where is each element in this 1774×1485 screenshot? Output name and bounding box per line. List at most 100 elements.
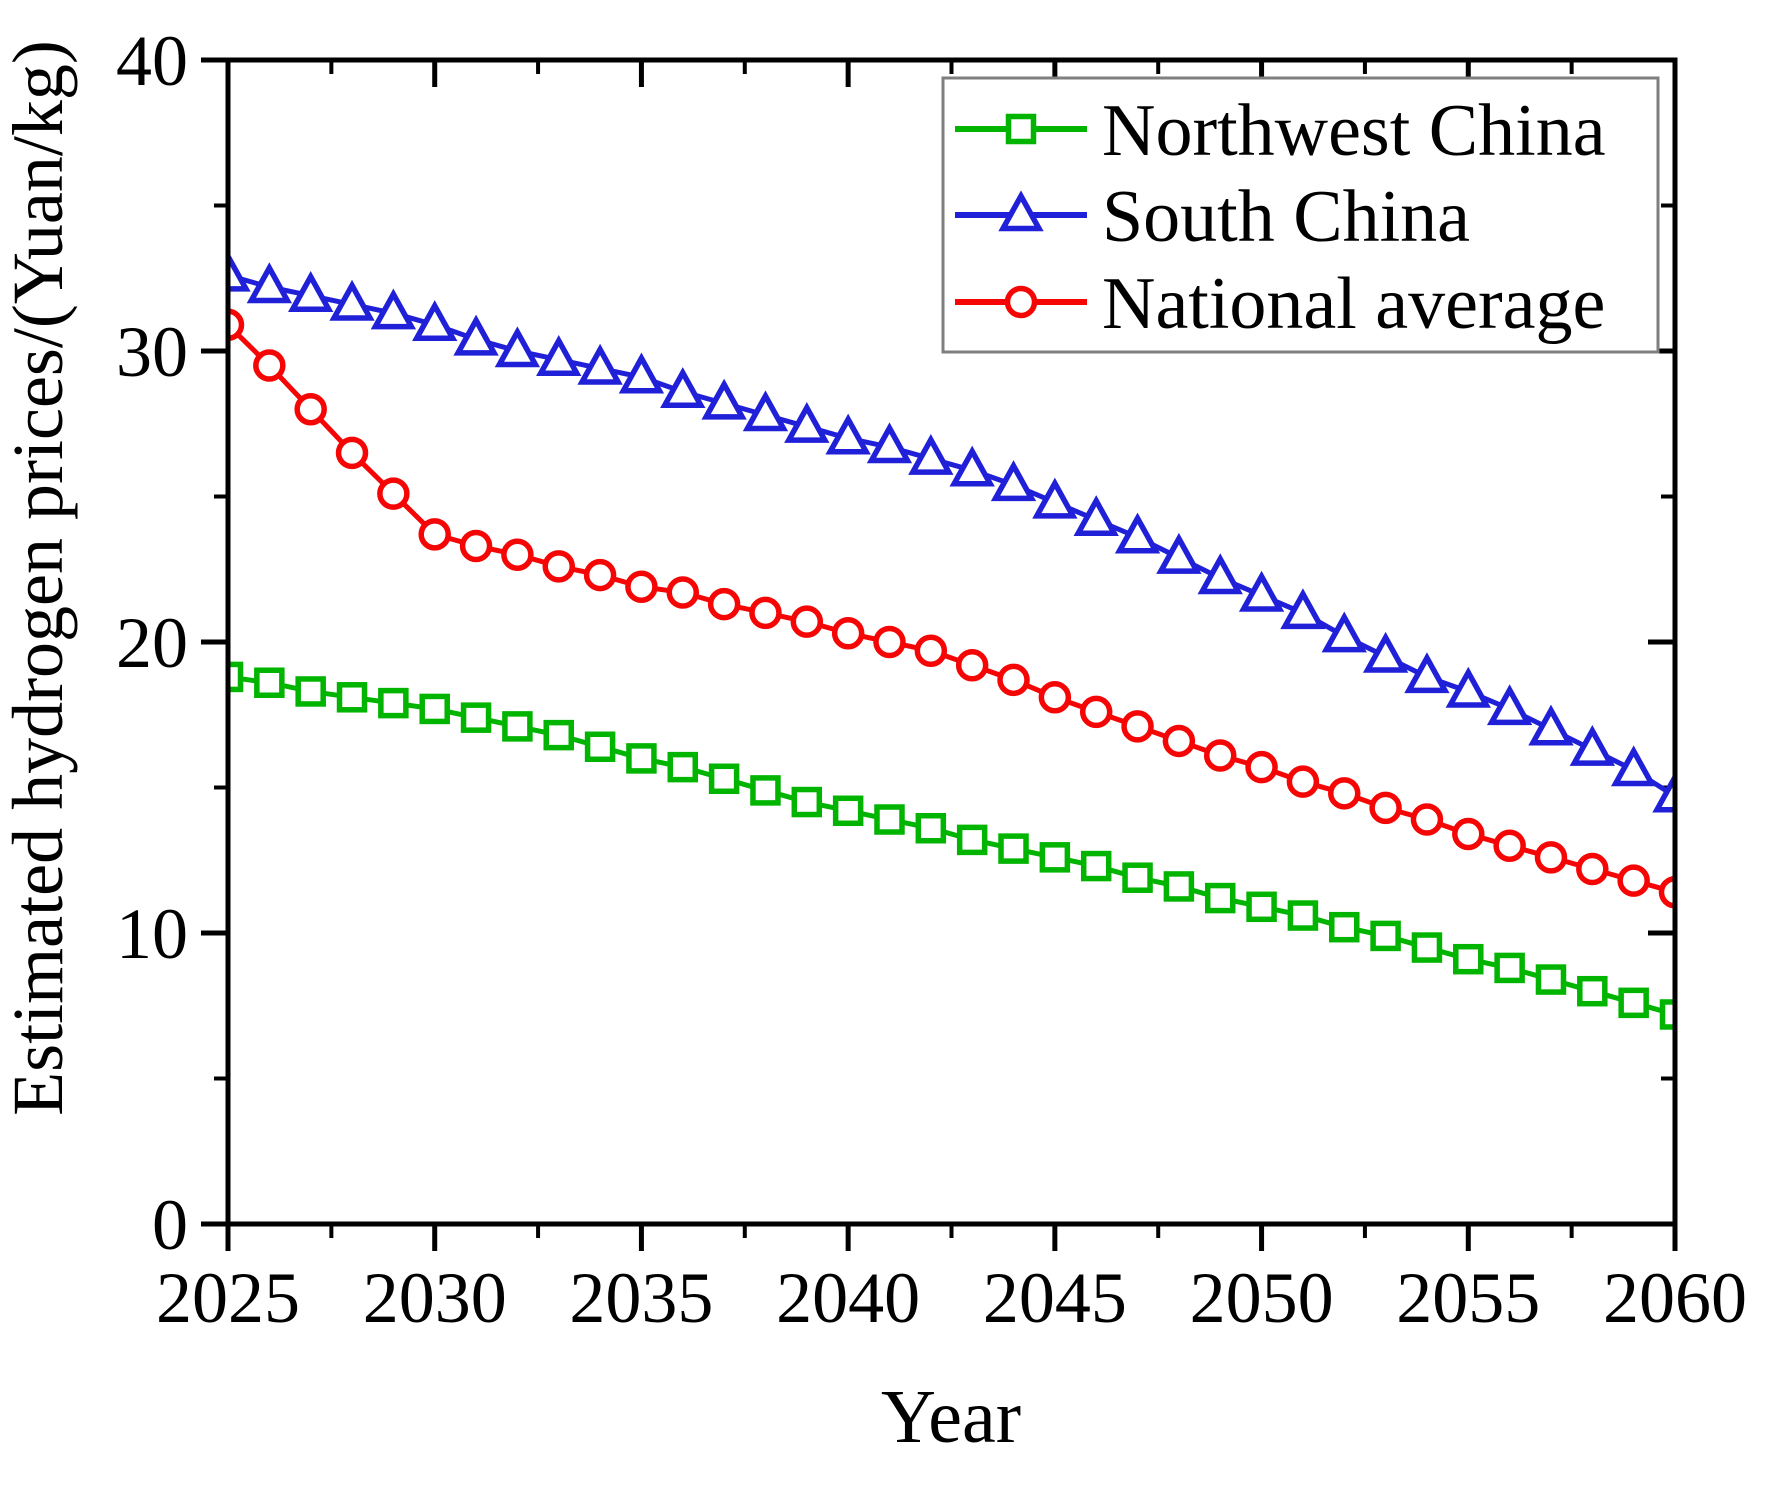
triangle-up-marker xyxy=(577,343,623,385)
circle-marker xyxy=(1162,724,1196,758)
plot-area: 2025 2030 2035 2040 2045 2050 2055 206001020304… xyxy=(116,21,1747,1338)
x-tick-label: 2060 xyxy=(1603,1258,1747,1338)
square-marker xyxy=(378,687,409,719)
square-marker xyxy=(1287,900,1319,931)
square-marker xyxy=(1329,911,1360,943)
circle-marker xyxy=(501,538,534,571)
x-tick-label: 2050 xyxy=(1190,1258,1334,1338)
circle-marker xyxy=(873,625,906,659)
y-tick-label: 30 xyxy=(116,312,188,392)
circle-marker xyxy=(1121,710,1154,743)
circle-marker xyxy=(418,518,451,551)
circle-marker xyxy=(1079,695,1113,729)
plot-frame xyxy=(225,57,1678,1227)
circle-marker xyxy=(228,308,245,342)
triangle-up-marker xyxy=(1445,666,1491,708)
square-marker xyxy=(1659,999,1675,1030)
square-marker xyxy=(228,661,244,693)
square-marker xyxy=(1535,964,1567,995)
triangle-up-marker xyxy=(1528,704,1574,746)
square-marker xyxy=(956,824,988,856)
triangle-up-marker xyxy=(1114,512,1161,554)
triangle-up-marker xyxy=(1280,588,1326,630)
triangle-up-marker xyxy=(453,314,499,356)
circle-marker xyxy=(1328,777,1361,810)
square-marker xyxy=(1618,987,1649,1019)
y-tick-label: 40 xyxy=(116,21,188,101)
circle-marker xyxy=(707,587,741,621)
circle-marker xyxy=(294,392,327,426)
square-marker xyxy=(254,667,285,698)
square-marker xyxy=(708,763,740,795)
circle-marker xyxy=(1658,876,1675,909)
circle-marker xyxy=(1617,864,1650,897)
circle-marker xyxy=(253,349,286,382)
triangle-up-marker xyxy=(1610,745,1657,787)
triangle-up-marker xyxy=(536,335,582,376)
x-tick-label: 2030 xyxy=(363,1258,507,1338)
triangle-up-marker xyxy=(288,271,334,312)
circle-marker xyxy=(1203,739,1237,772)
y-tick-label: 20 xyxy=(116,603,188,683)
square-marker xyxy=(791,786,823,818)
circle-marker xyxy=(335,436,369,470)
circle-marker xyxy=(1534,841,1568,874)
triangle-up-marker xyxy=(618,352,665,394)
series-northwest-china xyxy=(228,661,1675,1030)
x-tick-label: 2025 xyxy=(156,1258,300,1338)
circle-marker xyxy=(790,605,824,638)
square-marker xyxy=(1163,871,1195,902)
square-marker xyxy=(295,676,326,707)
triangle-up-marker xyxy=(1032,477,1078,519)
square-marker xyxy=(584,731,616,763)
square-marker xyxy=(1246,891,1277,923)
square-marker xyxy=(998,833,1029,864)
square-marker xyxy=(626,743,657,774)
circle-marker xyxy=(997,663,1030,697)
circle-marker xyxy=(666,576,700,609)
triangle-up-marker xyxy=(246,262,293,304)
y-tick-label: 10 xyxy=(116,894,188,974)
square-marker xyxy=(336,682,368,713)
triangle-up-marker xyxy=(1486,684,1533,726)
x-axis-title: Year xyxy=(881,1375,1021,1459)
circle-marker xyxy=(459,529,493,563)
legend-label: South China xyxy=(1102,176,1470,258)
square-marker xyxy=(1370,920,1401,952)
square-marker xyxy=(750,775,781,806)
circle-marker xyxy=(1286,765,1320,798)
square-marker xyxy=(1204,882,1236,914)
square-marker xyxy=(1080,850,1112,882)
circle-marker xyxy=(1452,817,1485,851)
square-marker xyxy=(1411,932,1443,963)
circle-marker xyxy=(1493,829,1526,862)
triangle-up-marker xyxy=(370,288,417,330)
x-tick-label: 2040 xyxy=(776,1258,920,1338)
series-line xyxy=(228,323,1675,895)
legend-item-national-average: National average xyxy=(955,263,1605,345)
triangle-up-marker xyxy=(1569,724,1615,766)
x-tick-label: 2035 xyxy=(569,1258,713,1338)
triangle-up-marker xyxy=(1238,570,1285,612)
triangle-up-marker xyxy=(825,413,871,455)
legend-item-northwest-china: Northwest China xyxy=(955,90,1606,172)
triangle-up-marker xyxy=(998,190,1044,232)
y-tick-label: 0 xyxy=(152,1185,188,1265)
circle-marker xyxy=(542,550,575,583)
circle-marker xyxy=(1369,791,1402,825)
triangle-up-marker xyxy=(1404,652,1450,694)
triangle-up-marker xyxy=(1362,631,1409,673)
circle-marker xyxy=(1576,852,1609,886)
legend-label: Northwest China xyxy=(1102,90,1606,172)
triangle-up-marker xyxy=(701,378,747,420)
square-marker xyxy=(1039,842,1071,873)
circle-marker xyxy=(1004,285,1038,319)
square-marker xyxy=(502,711,533,742)
triangle-up-marker xyxy=(908,433,954,475)
circle-marker xyxy=(1245,750,1278,784)
circle-marker xyxy=(1410,803,1444,836)
x-tick-label: 2045 xyxy=(983,1258,1127,1338)
y-axis-title: Estimated hydrogen prices/(Yuan/kg) xyxy=(0,40,78,1116)
